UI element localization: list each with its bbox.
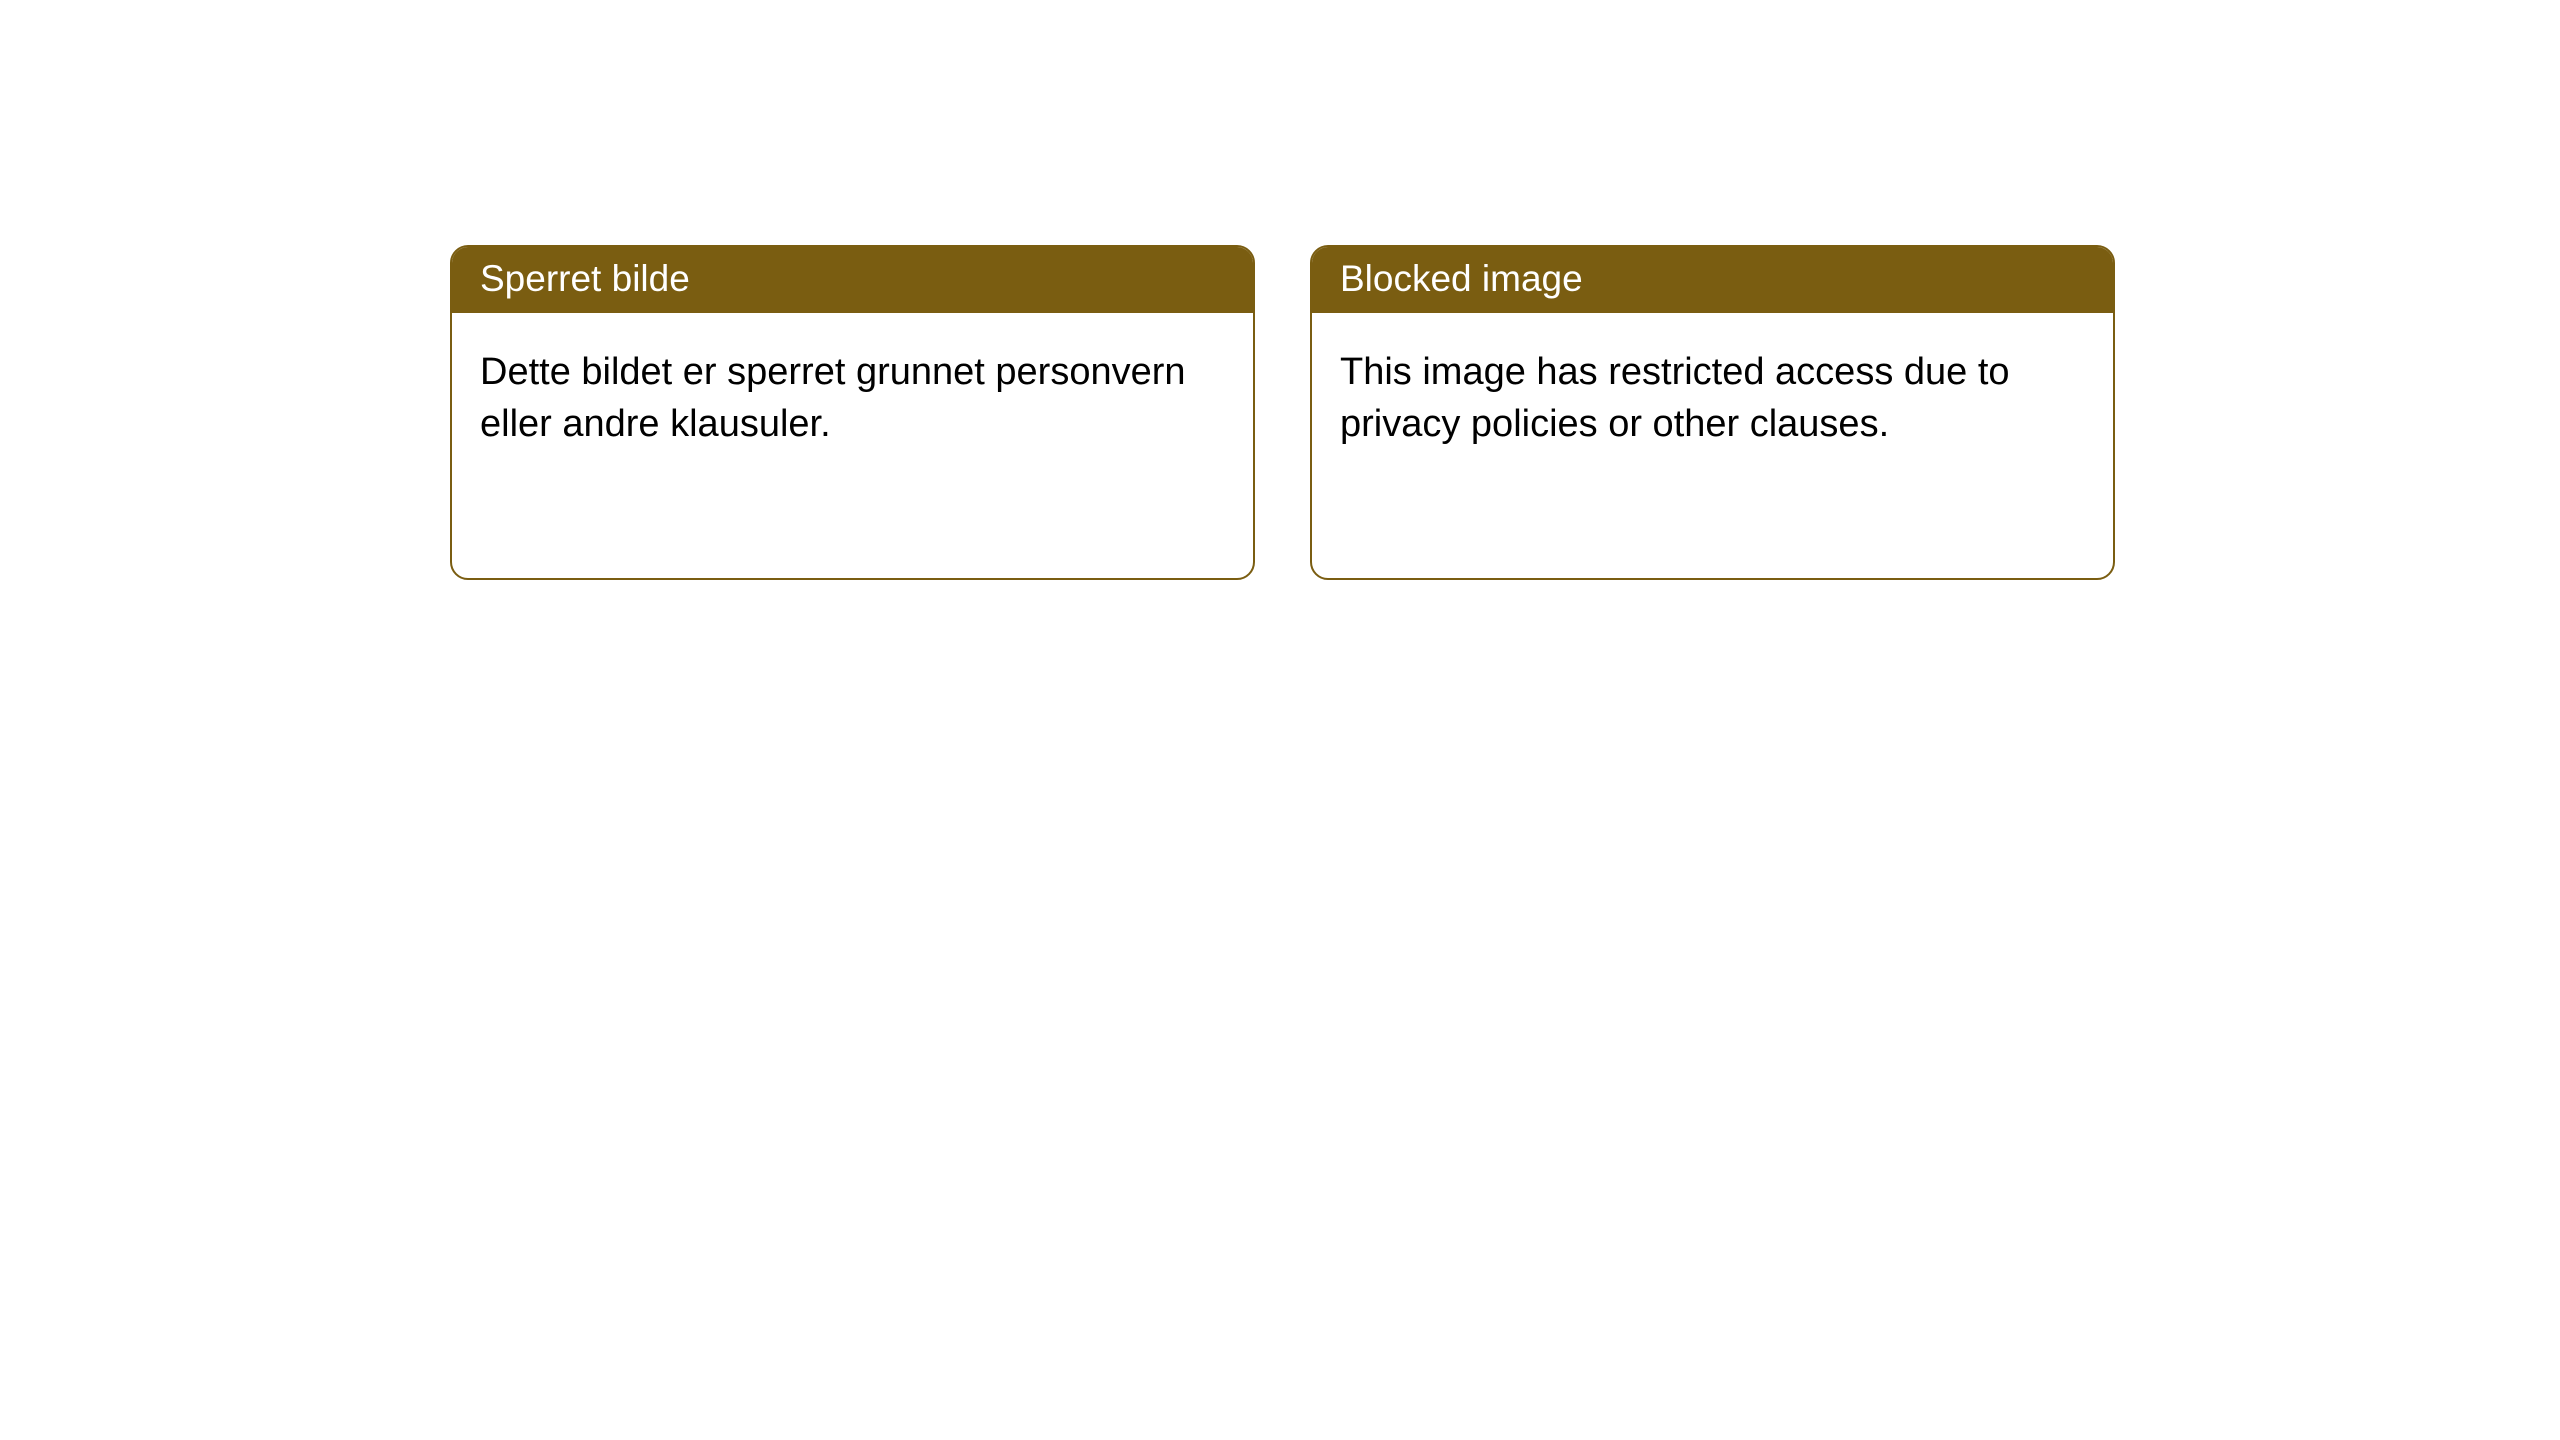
blocked-image-card-norwegian: Sperret bilde Dette bildet er sperret gr… [450, 245, 1255, 580]
card-title: Sperret bilde [480, 258, 690, 299]
blocked-image-card-english: Blocked image This image has restricted … [1310, 245, 2115, 580]
card-body: Dette bildet er sperret grunnet personve… [452, 313, 1253, 478]
notice-container: Sperret bilde Dette bildet er sperret gr… [0, 0, 2560, 580]
card-header: Sperret bilde [452, 247, 1253, 313]
card-message: Dette bildet er sperret grunnet personve… [480, 351, 1186, 444]
card-message: This image has restricted access due to … [1340, 351, 2010, 444]
card-header: Blocked image [1312, 247, 2113, 313]
card-body: This image has restricted access due to … [1312, 313, 2113, 478]
card-title: Blocked image [1340, 258, 1583, 299]
